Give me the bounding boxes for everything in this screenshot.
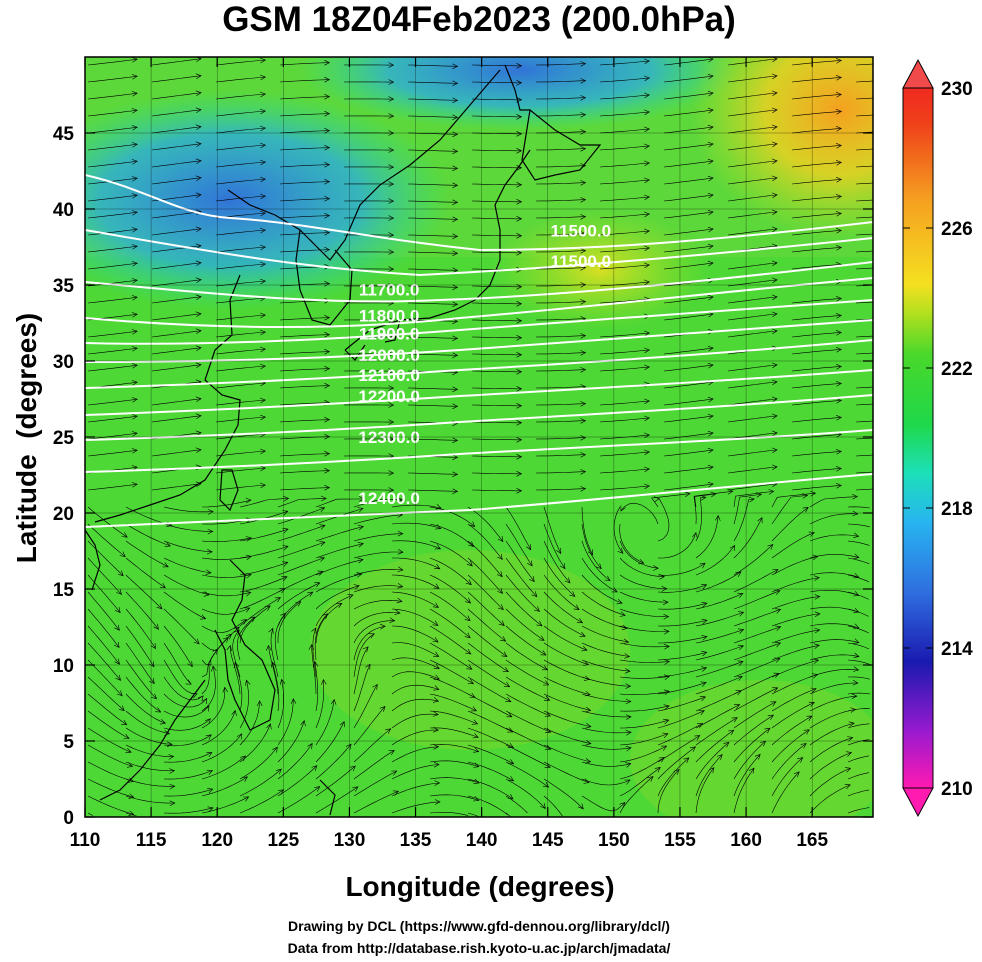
map-title: GSM 18Z04Feb2023 (200.0hPa) — [222, 0, 736, 39]
colorbar-label: 210 — [941, 779, 973, 800]
x-tick-label: 125 — [267, 830, 299, 851]
x-tick-label: 165 — [796, 830, 828, 851]
contour-label: 12200.0 — [358, 387, 419, 406]
y-tick-label: 45 — [53, 124, 75, 145]
y-tick-label: 35 — [53, 276, 75, 297]
y-axis-ticks: 0 5 10 15 20 25 30 35 40 45 — [53, 124, 873, 829]
y-tick-label: 0 — [63, 808, 74, 829]
y-tick-label: 25 — [53, 428, 75, 449]
x-tick-label: 115 — [136, 830, 167, 851]
contour-label: 11900.0 — [359, 325, 420, 344]
colorbar-ticks: 230 226 222 218 214 210 — [903, 79, 973, 800]
y-tick-label: 5 — [63, 732, 74, 753]
x-tick-label: 150 — [598, 830, 630, 851]
colorbar-label: 226 — [941, 219, 973, 240]
contour-label: 12400.0 — [358, 489, 419, 508]
x-tick-label: 110 — [70, 830, 101, 851]
y-tick-label: 40 — [53, 200, 74, 221]
contour-label: 11500.0 — [551, 221, 612, 240]
x-tick-label: 145 — [532, 830, 564, 851]
x-axis-label: Longitude (degrees) — [345, 871, 614, 902]
colorbar-bottom-arrow — [902, 787, 934, 818]
credit-data: Data from http://database.rish.kyoto-u.a… — [287, 940, 671, 956]
contour-label: 11500.0 — [551, 252, 612, 271]
contour-label: 12100.0 — [358, 366, 419, 385]
x-tick-label: 135 — [400, 830, 432, 851]
y-tick-label: 15 — [53, 580, 75, 601]
colorbar-top-arrow — [902, 58, 934, 89]
x-tick-label: 120 — [201, 830, 233, 851]
warm-region — [690, 57, 873, 240]
cold-region — [85, 90, 450, 310]
height-contours — [85, 174, 873, 528]
y-tick-label: 20 — [53, 504, 74, 525]
colorbar-label: 230 — [941, 79, 973, 100]
colorbar-label: 218 — [941, 499, 973, 520]
credit-drawing: Drawing by DCL (https://www.gfd-dennou.o… — [288, 918, 670, 934]
x-tick-label: 155 — [664, 830, 696, 851]
colorbar: 230 226 222 218 214 210 — [902, 58, 973, 818]
colorbar-label: 214 — [941, 639, 973, 660]
x-tick-label: 130 — [334, 830, 366, 851]
colorbar-scale — [902, 87, 934, 789]
x-tick-label: 140 — [466, 830, 498, 851]
colorbar-label: 222 — [941, 359, 973, 380]
contour-label: 12000.0 — [358, 346, 419, 365]
y-axis-label: Latitude (degrees) — [11, 313, 42, 563]
x-tick-label: 160 — [730, 830, 762, 851]
contour-label: 11700.0 — [359, 281, 420, 300]
y-tick-label: 30 — [53, 352, 74, 373]
contour-label: 12300.0 — [358, 428, 419, 447]
contour-label: 11800.0 — [359, 306, 420, 325]
gridlines — [85, 57, 873, 817]
y-tick-label: 10 — [53, 656, 74, 677]
x-axis-ticks: 110 115 120 125 130 135 140 145 150 155 160 165 — [70, 57, 828, 851]
